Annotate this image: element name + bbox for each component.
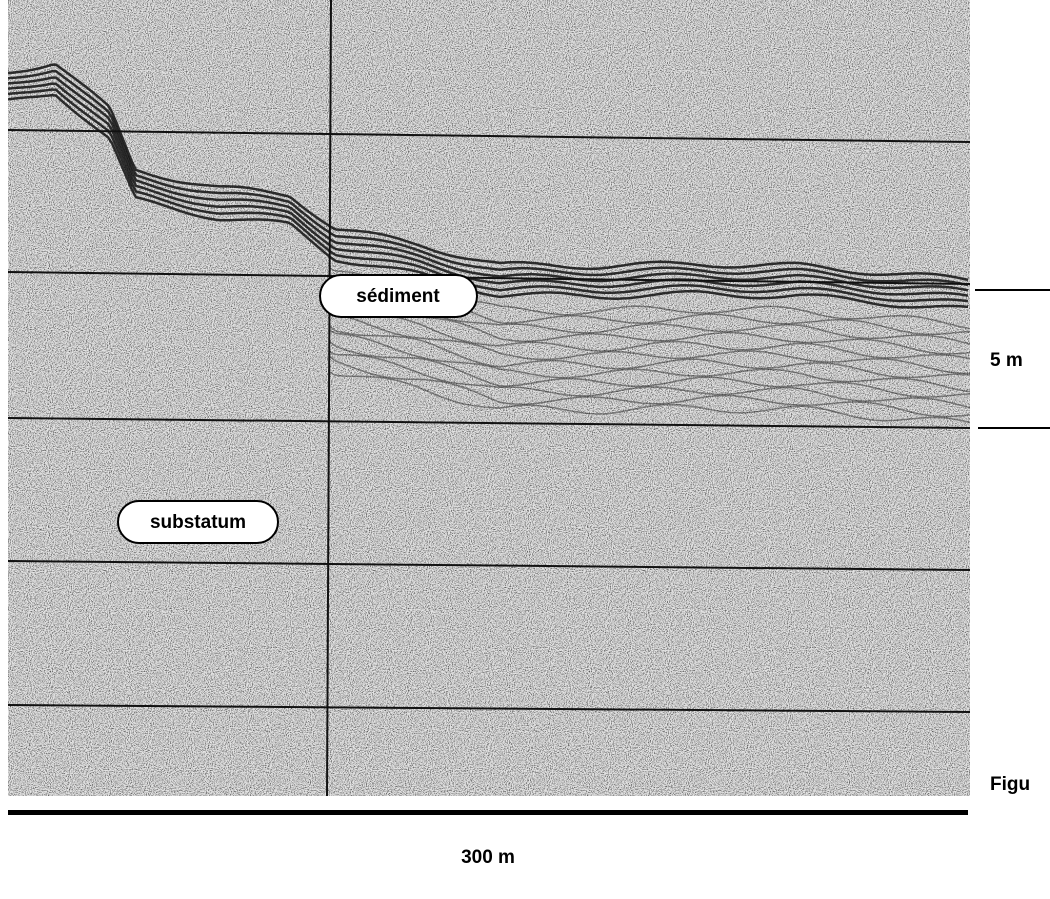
horizontal-scale: 300 m	[461, 847, 515, 868]
vertical-scale: 5 m	[990, 350, 1023, 371]
seismic-image	[8, 0, 970, 796]
seismic-figure: sédiment substatum 5 m Figu 300 m	[0, 0, 1050, 899]
sediment-label: sédiment	[320, 275, 477, 317]
substratum-label: substatum	[118, 501, 278, 543]
substratum-text: substatum	[150, 512, 246, 533]
caption: Figu	[990, 774, 1030, 795]
page: sédiment substatum 5 m Figu 300 m (() =>…	[0, 0, 1050, 899]
sediment-text: sédiment	[356, 286, 440, 307]
horizontal-scale-bar	[8, 810, 968, 815]
